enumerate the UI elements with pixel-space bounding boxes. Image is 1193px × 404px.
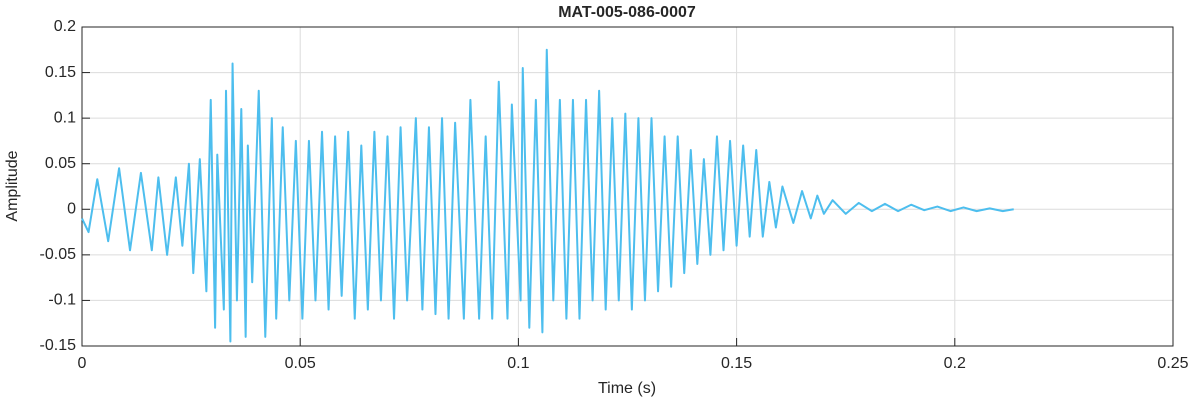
y-tick-label: -0.1 (48, 292, 76, 309)
x-tick-label: 0.05 (285, 355, 316, 372)
x-tick-label: 0.25 (1157, 355, 1188, 372)
y-tick-label: 0.15 (45, 64, 76, 81)
y-tick-label: 0.2 (54, 18, 76, 35)
x-tick-label: 0.15 (721, 355, 752, 372)
x-tick-label: 0.2 (944, 355, 966, 372)
y-tick-label: 0 (67, 201, 76, 218)
y-tick-label: -0.15 (40, 337, 77, 354)
x-tick-label: 0.1 (507, 355, 529, 372)
y-tick-label: 0.05 (45, 155, 76, 172)
waveform-line (81, 48, 1014, 343)
y-tick-label: 0.1 (54, 109, 76, 126)
chart-title: MAT-005-086-0007 (558, 4, 696, 21)
y-tick-label: -0.05 (40, 246, 77, 263)
y-axis-label: Amplitude (4, 150, 21, 221)
plot-box (81, 26, 1174, 347)
x-axis-label: Time (s) (598, 380, 656, 397)
x-tick-label: 0 (78, 355, 87, 372)
